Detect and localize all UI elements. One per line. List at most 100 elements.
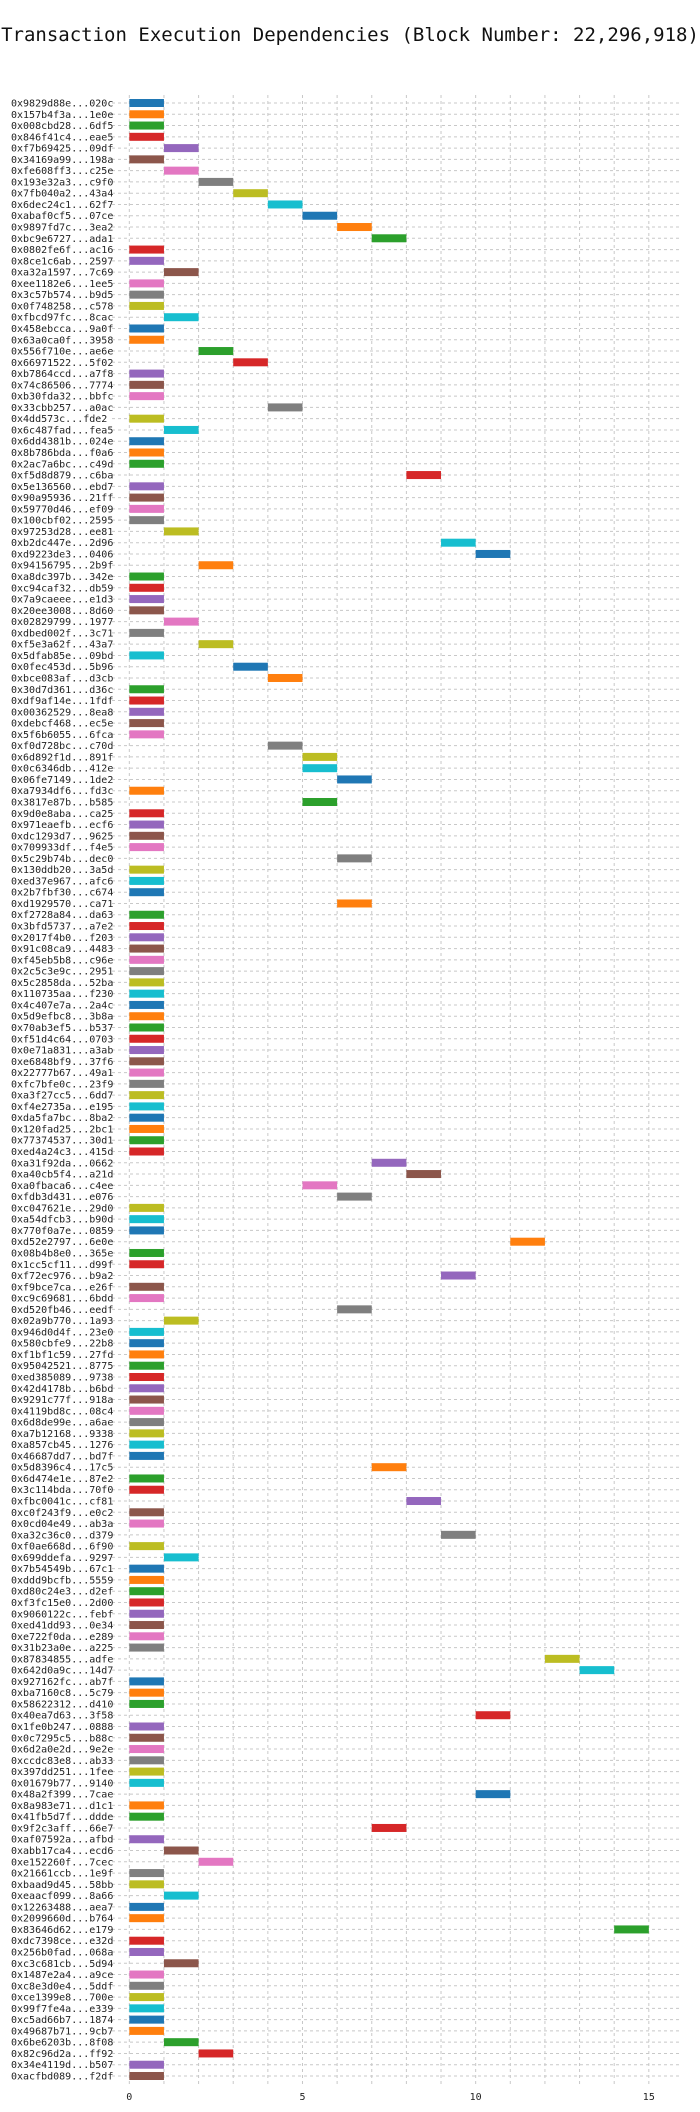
transaction-bar <box>129 583 164 592</box>
transaction-label: 0xacfbd089...f2df <box>11 2072 113 2083</box>
transaction-label: 0x30d7d361...d36c <box>11 685 113 696</box>
transaction-label: 0xb30fda32...bbfc <box>11 392 113 403</box>
transaction-bar <box>129 1688 164 1697</box>
transaction-label: 0xed4a24c3...415d <box>11 1147 113 1158</box>
transaction-bar <box>129 369 164 378</box>
transaction-label: 0x8a983e71...d1c1 <box>11 1801 113 1812</box>
transaction-label: 0xed41dd93...0e34 <box>11 1621 113 1632</box>
transaction-bar <box>129 1406 164 1415</box>
transaction-bar <box>129 1429 164 1438</box>
transaction-bar <box>129 1643 164 1652</box>
transaction-bar <box>129 1361 164 1370</box>
transaction-bar <box>129 459 164 468</box>
x-tick-label: 15 <box>643 2092 655 2103</box>
transaction-label: 0x02a9b770...1a93 <box>11 1316 113 1327</box>
transaction-bar <box>129 155 164 164</box>
transaction-label: 0x110735aa...f230 <box>11 989 113 1000</box>
transaction-label: 0xc0f243f9...e0c2 <box>11 1508 113 1519</box>
transaction-bar <box>129 301 164 310</box>
transaction-label: 0xba7160c8...5c79 <box>11 1688 113 1699</box>
transaction-bar <box>129 324 164 333</box>
transaction-bar <box>129 1215 164 1224</box>
transaction-bar <box>371 1463 407 1472</box>
transaction-label: 0xd1929570...ca71 <box>11 899 113 910</box>
transaction-bar <box>129 110 164 119</box>
transaction-label: 0xabb17ca4...ecd6 <box>11 1846 113 1857</box>
transaction-bar <box>198 640 234 649</box>
transaction-label: 0xc94caf32...db59 <box>11 583 113 594</box>
transaction-label: 0xfdb3d431...e076 <box>11 1192 113 1203</box>
transaction-bar <box>129 696 164 705</box>
transaction-bar <box>510 1237 545 1246</box>
transaction-label: 0x9060122c...febf <box>11 1609 113 1620</box>
transaction-label: 0x94156795...2b9f <box>11 561 113 572</box>
transaction-label: 0xa857cb45...1276 <box>11 1440 113 1451</box>
transaction-bar <box>302 798 338 807</box>
transaction-bar <box>129 1046 164 1055</box>
transaction-bar <box>129 279 164 288</box>
transaction-bar <box>129 843 164 852</box>
transaction-bar <box>129 707 164 716</box>
transaction-bar <box>129 482 164 491</box>
transaction-label: 0xdc7398ce...e32d <box>11 1936 113 1947</box>
transaction-label: 0x0802fe6f...ac16 <box>11 245 113 256</box>
transaction-bar <box>129 245 164 254</box>
transaction-label: 0xf9bce7ca...e26f <box>11 1282 113 1293</box>
transaction-bar <box>129 1113 164 1122</box>
transaction-label: 0x008cbd28...6df5 <box>11 121 113 132</box>
transaction-bar <box>198 1857 234 1866</box>
transaction-bar <box>129 944 164 953</box>
transaction-bar <box>129 1339 164 1348</box>
transaction-label: 0xf72ec976...b9a2 <box>11 1271 113 1282</box>
transaction-label: 0xabaf0cf5...07ce <box>11 211 113 222</box>
transaction-label: 0xf2728a84...da63 <box>11 910 113 921</box>
transaction-bar <box>163 1959 199 1968</box>
transaction-label: 0x458ebcca...9a0f <box>11 324 113 335</box>
transaction-bar <box>129 978 164 987</box>
transaction-bar <box>129 1598 164 1607</box>
transaction-label: 0xf4e2735a...e195 <box>11 1102 113 1113</box>
transaction-label: 0x770f0a7e...0859 <box>11 1226 113 1237</box>
transaction-label: 0x256b0fad...068a <box>11 1947 113 1958</box>
transaction-bar <box>233 189 268 198</box>
transaction-bar <box>129 865 164 874</box>
transaction-label: 0xa7b12168...9338 <box>11 1429 113 1440</box>
transaction-label: 0x120fad25...2bc1 <box>11 1124 113 1135</box>
transaction-bar <box>129 448 164 457</box>
transaction-label: 0xa31f92da...0662 <box>11 1158 113 1169</box>
transaction-label: 0xe722f0da...e289 <box>11 1632 113 1643</box>
transaction-label: 0xf1bf1c59...27fd <box>11 1350 113 1361</box>
transaction-bar <box>129 1869 164 1878</box>
transaction-label: 0x8b786bda...f0a6 <box>11 448 113 459</box>
transaction-bar <box>129 132 164 141</box>
x-tick-label: 5 <box>299 2092 305 2103</box>
transaction-bar <box>267 673 303 682</box>
transaction-bar <box>129 1451 164 1460</box>
transaction-label: 0x33cbb257...a0ac <box>11 403 113 414</box>
transaction-bar <box>302 752 338 761</box>
transaction-bar <box>337 223 372 232</box>
transaction-bar <box>163 166 199 175</box>
transaction-bar <box>163 144 199 153</box>
transaction-label: 0x3c57b574...b9d5 <box>11 290 113 301</box>
transaction-bar <box>129 820 164 829</box>
transaction-label: 0x130ddb20...3a5d <box>11 865 113 876</box>
transaction-bar <box>129 685 164 694</box>
transaction-label: 0xa32a1597...7c69 <box>11 268 113 279</box>
transaction-label: 0x74c86506...7774 <box>11 380 113 391</box>
transaction-bar <box>337 1305 372 1314</box>
transaction-label: 0x9d0e8aba...ca25 <box>11 809 113 820</box>
transaction-label: 0xc3c681cb...5d94 <box>11 1959 113 1970</box>
transaction-bar <box>129 910 164 919</box>
transaction-bar <box>233 662 268 671</box>
transaction-label: 0x02829799...1977 <box>11 617 113 628</box>
transaction-label: 0xeaacf099...8a66 <box>11 1891 113 1902</box>
transaction-label: 0x9f2c3aff...66e7 <box>11 1823 113 1834</box>
transaction-label: 0x642d0a9c...14d7 <box>11 1666 113 1677</box>
transaction-bar <box>129 1745 164 1754</box>
transaction-bar <box>129 2015 164 2024</box>
transaction-bar <box>129 1609 164 1618</box>
transaction-bar <box>267 200 303 209</box>
transaction-bar <box>163 2038 199 2047</box>
